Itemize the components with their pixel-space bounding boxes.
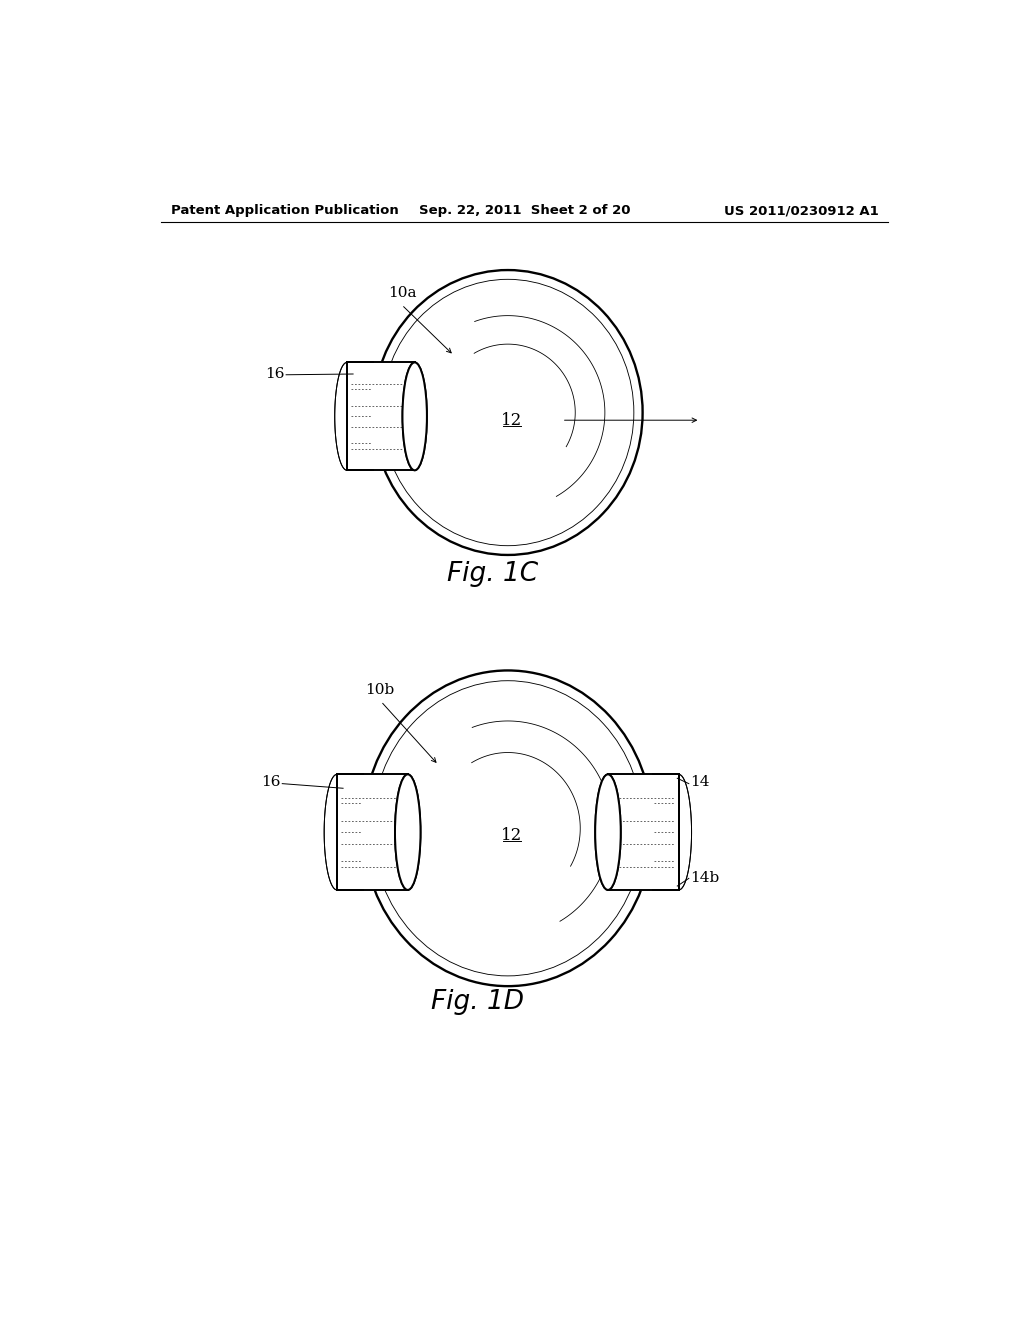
Ellipse shape: [364, 671, 652, 986]
Ellipse shape: [595, 775, 621, 890]
Text: 12: 12: [501, 412, 522, 429]
Text: Patent Application Publication: Patent Application Publication: [171, 205, 398, 218]
Text: Sep. 22, 2011  Sheet 2 of 20: Sep. 22, 2011 Sheet 2 of 20: [419, 205, 631, 218]
Ellipse shape: [395, 775, 421, 890]
Polygon shape: [608, 775, 679, 890]
Text: 16: 16: [261, 775, 281, 789]
Text: Fig. 1D: Fig. 1D: [430, 989, 523, 1015]
Ellipse shape: [402, 363, 427, 470]
Text: 10b: 10b: [366, 682, 394, 697]
Text: US 2011/0230912 A1: US 2011/0230912 A1: [724, 205, 879, 218]
Text: Fig. 1C: Fig. 1C: [446, 561, 538, 587]
Polygon shape: [347, 363, 415, 470]
Text: 14b: 14b: [690, 871, 720, 886]
Ellipse shape: [402, 363, 427, 470]
Text: 12: 12: [501, 828, 522, 845]
Text: 14: 14: [690, 775, 710, 789]
Polygon shape: [337, 775, 408, 890]
Ellipse shape: [395, 775, 421, 890]
Text: 16: 16: [265, 367, 285, 381]
Text: 10a: 10a: [388, 286, 417, 300]
Ellipse shape: [595, 775, 621, 890]
Ellipse shape: [373, 271, 643, 554]
